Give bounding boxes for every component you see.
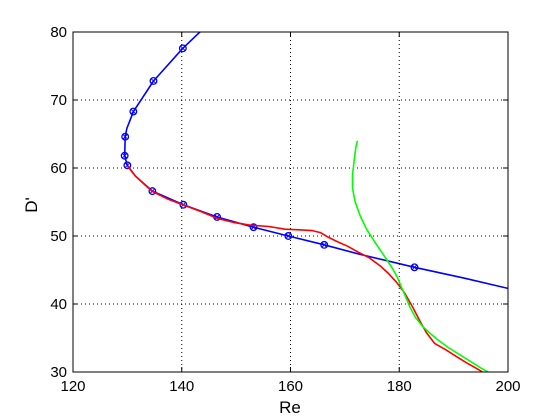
x-tick-label: 160 (278, 378, 303, 395)
data-point (121, 132, 130, 141)
data-point (410, 263, 419, 272)
x-axis-label: Re (279, 398, 301, 417)
series-line-3 (351, 140, 489, 372)
y-tick-label: 80 (50, 24, 67, 41)
data-point (284, 232, 293, 240)
data-point (120, 151, 129, 160)
y-tick-label: 70 (50, 92, 67, 109)
y-axis-label: D' (22, 197, 41, 213)
tick-layer: 120 140 160 180 200 30 40 50 60 70 80 (50, 24, 520, 395)
x-tick-label: 180 (387, 378, 412, 395)
series-line-2 (126, 165, 484, 372)
x-tick-label: 200 (495, 378, 520, 395)
grid-layer (73, 32, 508, 372)
data-point (178, 44, 187, 53)
data-point (129, 107, 138, 116)
x-tick-label: 140 (169, 378, 194, 395)
y-tick-label: 60 (50, 160, 67, 177)
plot-layer (120, 32, 508, 372)
x-tick-label: 120 (60, 378, 85, 395)
y-tick-label: 40 (50, 296, 67, 313)
y-tick-label: 30 (50, 364, 67, 381)
data-point (149, 77, 158, 85)
series-line-1 (123, 32, 508, 290)
y-tick-label: 50 (50, 228, 67, 245)
data-point (320, 240, 329, 249)
